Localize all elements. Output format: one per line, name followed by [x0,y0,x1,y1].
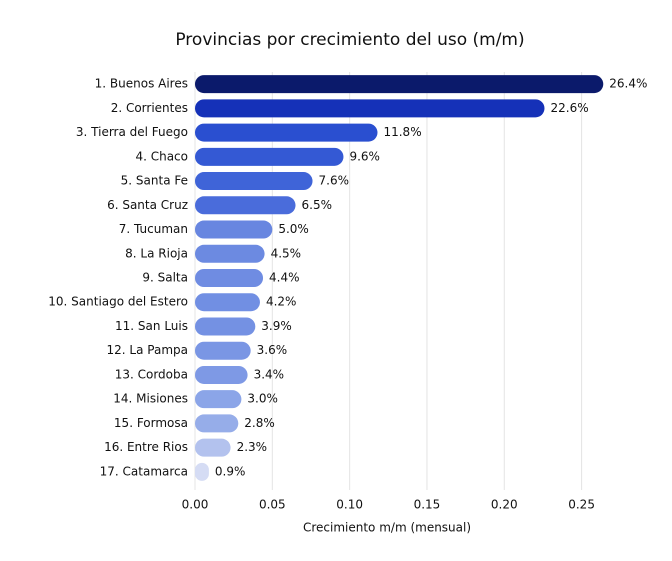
y-tick-label: 9. Salta [142,271,188,285]
y-tick-label: 12. La Pampa [107,343,188,357]
value-label: 3.9% [261,319,292,333]
y-tick-label: 8. La Rioja [125,246,188,260]
y-tick-label: 10. Santiago del Estero [48,295,188,309]
bar [195,99,545,118]
y-tick-label: 11. San Luis [115,319,188,333]
bar [195,123,378,142]
bar [195,414,239,433]
bar [195,390,242,409]
y-tick-label: 15. Formosa [114,416,188,430]
value-label: 22.6% [550,101,588,115]
bar [195,293,260,312]
y-tick-label: 4. Chaco [135,149,188,163]
value-label: 9.6% [349,149,380,163]
bar [195,341,251,360]
value-label: 3.6% [257,343,288,357]
value-label: 4.5% [271,246,302,260]
y-tick-label: 13. Cordoba [115,367,188,381]
value-label: 11.8% [383,125,421,139]
value-label: 3.0% [247,392,278,406]
value-label: 4.2% [266,295,297,309]
value-label: 5.0% [278,222,309,236]
y-tick-label: 5. Santa Fe [121,174,188,188]
y-tick-label: 7. Tucuman [119,222,188,236]
bar [195,196,296,215]
x-tick-label: 0.05 [259,498,286,512]
bar [195,172,313,191]
x-tick-label: 0.25 [568,498,595,512]
bar [195,317,256,336]
value-label: 26.4% [609,77,647,91]
value-label: 6.5% [302,198,333,212]
bar [195,244,265,263]
y-tick-label: 17. Catamarca [100,464,188,478]
y-tick-label: 1. Buenos Aires [95,77,188,91]
value-label: 2.8% [244,416,274,430]
bar [195,462,209,481]
value-label: 2.3% [237,440,268,454]
bar [195,220,273,239]
x-tick-label: 0.15 [414,498,441,512]
bar [195,147,344,166]
x-tick-label: 0.20 [491,498,518,512]
y-tick-label: 16. Entre Rios [104,440,188,454]
bar [195,75,604,94]
x-tick-label: 0.00 [182,498,209,512]
value-label: 4.4% [269,271,300,285]
y-tick-label: 6. Santa Cruz [107,198,188,212]
y-tick-label: 3. Tierra del Fuego [76,125,188,139]
value-label: 3.4% [254,367,284,381]
value-label: 0.9% [215,464,246,478]
value-label: 7.6% [319,174,350,188]
chart-title: Provincias por crecimiento del uso (m/m) [175,30,524,50]
y-tick-label: 2. Corrientes [111,101,188,115]
y-tick-label: 14. Misiones [113,392,188,406]
bar [195,269,264,287]
x-tick-label: 0.10 [336,498,363,512]
bar [195,365,248,384]
bar [195,438,231,457]
x-axis-label: Crecimiento m/m (mensual) [303,521,471,535]
